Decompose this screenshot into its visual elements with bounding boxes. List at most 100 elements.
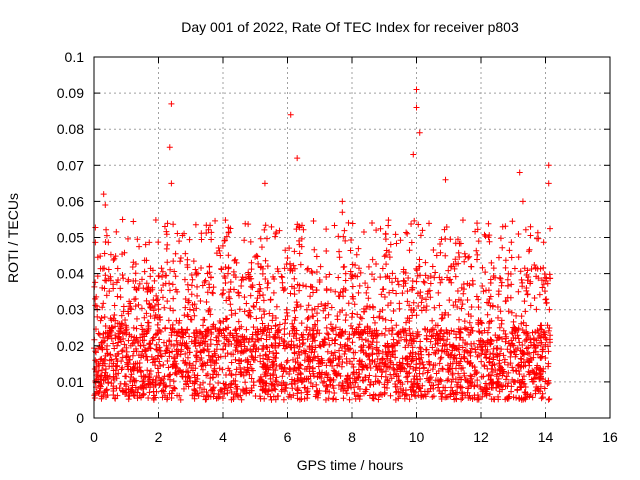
data-point [164, 358, 171, 365]
data-point [498, 346, 505, 353]
data-point [336, 308, 343, 315]
data-point [92, 357, 99, 364]
data-point [311, 246, 318, 253]
data-point [542, 296, 549, 303]
data-point [336, 347, 343, 354]
x-tick-label: 4 [219, 429, 227, 445]
data-point [365, 344, 372, 351]
data-point [192, 387, 199, 394]
data-point [93, 303, 100, 310]
data-point [278, 336, 285, 343]
data-point [335, 233, 342, 240]
data-point [533, 273, 540, 280]
data-point [517, 383, 524, 390]
data-point [511, 348, 518, 355]
data-point [523, 322, 530, 329]
data-point [162, 280, 169, 287]
data-point [358, 315, 365, 322]
data-point [276, 340, 283, 347]
data-point [145, 394, 152, 401]
data-point [206, 381, 213, 388]
data-point [450, 302, 457, 309]
data-point [452, 273, 459, 280]
data-point [413, 373, 420, 380]
data-point [526, 350, 533, 357]
data-point [392, 380, 399, 387]
data-point [282, 384, 289, 391]
data-point [213, 334, 220, 341]
data-point [366, 372, 373, 379]
data-point [342, 277, 349, 284]
data-point [373, 332, 380, 339]
data-point [406, 325, 413, 332]
data-point [356, 385, 363, 392]
data-point [504, 282, 511, 289]
data-point [232, 326, 239, 333]
y-tick-label: 0 [76, 410, 84, 426]
data-point [471, 392, 478, 399]
data-point [254, 331, 261, 338]
data-point [389, 279, 396, 286]
data-point [437, 390, 444, 397]
data-point [169, 281, 176, 288]
data-point [381, 332, 388, 339]
data-point [155, 352, 162, 359]
data-point [99, 360, 106, 367]
data-point [406, 363, 413, 370]
data-point [161, 304, 168, 311]
data-point [404, 298, 411, 305]
data-point [468, 304, 475, 311]
data-point [307, 380, 314, 387]
data-point [485, 220, 492, 227]
data-point [198, 264, 205, 271]
data-point [193, 326, 200, 333]
data-point [432, 350, 439, 357]
data-point [288, 381, 295, 388]
data-point [386, 327, 393, 334]
data-point [113, 228, 120, 235]
data-point [502, 223, 509, 230]
data-point [459, 364, 466, 371]
data-point [220, 290, 227, 297]
data-point [146, 340, 153, 347]
data-point [204, 289, 211, 296]
data-point [341, 350, 348, 357]
data-point [423, 346, 430, 353]
data-point [434, 322, 441, 329]
data-point [198, 236, 205, 243]
data-point [504, 346, 511, 353]
data-point [478, 320, 485, 327]
data-point [472, 367, 479, 374]
data-point [169, 348, 176, 355]
data-point [267, 297, 274, 304]
data-point [239, 333, 246, 340]
data-point [483, 348, 490, 355]
data-point [225, 252, 232, 259]
data-point [272, 322, 279, 329]
data-point [538, 326, 545, 333]
data-point [378, 291, 385, 298]
data-point [182, 359, 189, 366]
data-point [509, 330, 516, 337]
data-point [537, 334, 544, 341]
data-point [361, 326, 368, 333]
data-point [475, 296, 482, 303]
data-point [315, 363, 322, 370]
data-point [204, 346, 211, 353]
data-point [452, 256, 459, 263]
data-point [174, 288, 181, 295]
data-point [115, 276, 122, 283]
data-point [496, 274, 503, 281]
data-point [370, 335, 377, 342]
data-point [163, 396, 170, 403]
y-axis-label: ROTI / TECUs [5, 193, 21, 283]
data-point [384, 376, 391, 383]
data-point [380, 286, 387, 293]
data-point [482, 269, 489, 276]
data-point [441, 312, 448, 319]
data-point [242, 379, 249, 386]
data-point [118, 338, 125, 345]
data-point [101, 356, 108, 363]
data-point [145, 381, 152, 388]
data-point [359, 329, 366, 336]
